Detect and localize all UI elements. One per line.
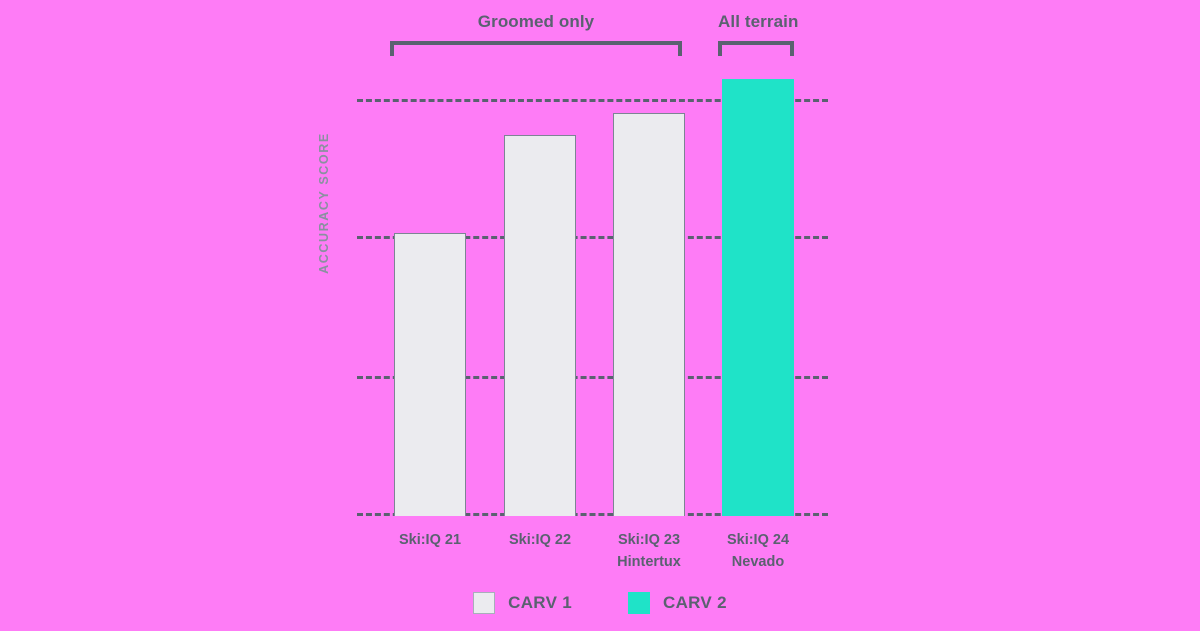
x-axis-label-line2: Nevado: [731, 554, 785, 570]
chart-legend: CARV 1 CARV 2: [0, 592, 1200, 614]
x-axis-label-line1: Ski:IQ 21: [398, 532, 462, 548]
x-axis-label-ski-iq-22: Ski:IQ 22: [475, 529, 605, 551]
x-axis-label-line1: Ski:IQ 23: [617, 532, 681, 548]
axis-baseline: [357, 513, 828, 516]
y-axis-title: ACCURACY SCORE: [317, 132, 331, 274]
bar-ski-iq-24-nevado[interactable]: [722, 79, 794, 516]
x-axis-label-line1: Ski:IQ 24: [726, 532, 790, 548]
legend-item-carv-2[interactable]: CARV 2: [628, 592, 727, 614]
group-bracket-groomed-only: [390, 41, 682, 56]
legend-label-carv-1: CARV 1: [508, 593, 572, 612]
x-axis-label-ski-iq-21: Ski:IQ 21: [365, 529, 495, 551]
gridline-4: [357, 99, 828, 102]
gridline-3: [357, 236, 828, 239]
x-axis-label-line1: Ski:IQ 22: [508, 532, 572, 548]
legend-swatch-carv-2: [628, 592, 650, 614]
legend-label-carv-2: CARV 2: [663, 593, 727, 612]
legend-item-carv-1[interactable]: CARV 1: [473, 592, 572, 614]
gridline-2: [357, 376, 828, 379]
legend-swatch-carv-1: [473, 592, 496, 614]
bar-ski-iq-22[interactable]: [504, 135, 576, 516]
bar-ski-iq-21[interactable]: [394, 233, 466, 516]
group-label-all-terrain: All terrain: [718, 12, 799, 31]
plot-area: [357, 60, 828, 516]
group-label-groomed-only: Groomed only: [477, 12, 595, 31]
x-axis-label-ski-iq-24: Ski:IQ 24 Nevado: [693, 529, 823, 573]
group-bracket-all-terrain: [718, 41, 794, 56]
x-axis-label-ski-iq-23: Ski:IQ 23 Hintertux: [584, 529, 714, 573]
bar-ski-iq-23-hintertux[interactable]: [613, 113, 685, 516]
x-axis-label-line2: Hintertux: [617, 554, 681, 570]
